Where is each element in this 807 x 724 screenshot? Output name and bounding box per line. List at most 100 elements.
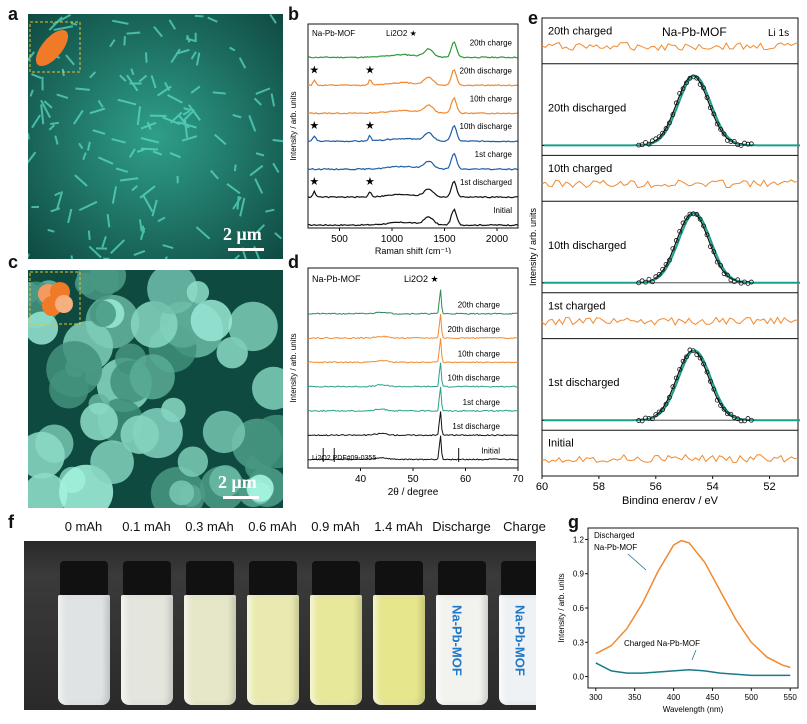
flake-mark — [78, 142, 84, 150]
x-tick-label: 52 — [763, 481, 775, 493]
vial-cap — [437, 561, 486, 595]
xps-data-point — [694, 75, 700, 81]
xps-data-point — [670, 384, 676, 390]
xps-data-point — [667, 257, 672, 263]
sem-texture-a — [28, 14, 283, 259]
flake-mark — [162, 244, 174, 250]
scalebar-label-c: 2 μm — [218, 472, 257, 492]
xps-data-point — [690, 348, 696, 354]
flake-mark — [140, 137, 160, 144]
vial-label: 0.6 mAh — [248, 519, 297, 534]
flake-mark — [139, 185, 156, 199]
xps-data-point — [653, 274, 659, 280]
xps-data-point — [721, 131, 727, 137]
flake-mark — [67, 208, 73, 224]
xrd-series-line — [307, 314, 518, 340]
x-tick-label: 58 — [593, 481, 605, 493]
series-label-discharged: Discharged — [594, 531, 634, 540]
flake-mark — [82, 152, 87, 161]
xps-data-point — [684, 80, 689, 86]
plot-frame — [587, 527, 799, 689]
flake-mark — [111, 186, 118, 204]
flake-mark — [274, 232, 282, 240]
flake-mark — [145, 52, 148, 63]
y-tick-label: 0.9 — [573, 570, 585, 579]
xps-data-point — [742, 418, 747, 424]
flake-mark — [130, 68, 135, 76]
xps-data-point — [653, 136, 659, 142]
flake-mark — [53, 25, 74, 31]
plot-frame — [307, 267, 519, 469]
flake-mark — [138, 219, 143, 232]
flake-mark — [151, 199, 158, 217]
flake-mark — [40, 104, 45, 125]
xrd-series-line — [307, 411, 519, 437]
xps-data-point — [636, 280, 642, 286]
annotation-line — [691, 649, 697, 661]
flake-mark — [109, 39, 116, 48]
xps-row-label: 1st charged — [548, 300, 605, 312]
xps-data-point — [643, 279, 648, 285]
xps-row-label: 20th discharged — [548, 102, 626, 114]
flake-mark — [183, 107, 192, 112]
flake-mark — [50, 207, 61, 213]
plot-frame — [541, 17, 799, 477]
flake-mark — [210, 169, 219, 180]
particle-mark — [28, 311, 59, 345]
particle-mark — [186, 281, 210, 304]
xps-data-point — [643, 415, 648, 421]
xps-data-point — [656, 409, 662, 415]
legend-marker: Li2O2 ★ — [404, 274, 439, 284]
xps-data-point — [707, 105, 713, 111]
flake-mark — [254, 178, 264, 194]
raman-series-line — [307, 152, 518, 171]
flake-mark — [73, 109, 84, 125]
panel-label-c: c — [8, 252, 19, 272]
xps-data-point — [677, 91, 683, 96]
flake-mark — [195, 52, 201, 66]
xps-data-point — [738, 418, 744, 424]
flake-mark — [249, 164, 264, 177]
panel-label-g: g — [568, 512, 579, 532]
flake-mark — [181, 135, 198, 142]
raman-series-label: 1st discharged — [460, 178, 512, 187]
raman-series-line — [307, 41, 518, 59]
flake-mark — [226, 182, 241, 195]
chart-subtitle: Li 1s — [768, 28, 789, 39]
flake-mark — [140, 147, 159, 151]
chart-title: Na-Pb-MOF — [312, 274, 361, 284]
flake-mark — [185, 37, 197, 43]
raman-series-line — [308, 208, 518, 227]
xps-row-label: Initial — [548, 438, 574, 450]
flake-mark — [272, 139, 283, 143]
panel-label-e: e — [528, 8, 539, 28]
flake-mark — [270, 93, 276, 107]
xps-data-point — [660, 267, 666, 272]
x-tick-label: 400 — [667, 693, 681, 702]
flake-mark — [31, 73, 42, 79]
particle-mark — [177, 446, 209, 477]
xps-data-point — [673, 238, 679, 243]
flake-mark — [190, 85, 201, 94]
vial-cap — [122, 561, 171, 595]
flake-mark — [50, 121, 59, 126]
vials-photo: Na-Pb-MOF Na-Pb-MOF — [24, 541, 536, 710]
xps-data-point — [745, 141, 751, 147]
raman-series-line — [307, 69, 518, 87]
vial-cap — [59, 561, 108, 595]
xps-noise-line — [541, 316, 799, 327]
xrd-series-line — [307, 289, 518, 315]
flake-mark — [272, 162, 280, 174]
chart-title: Na-Pb-MOF — [662, 25, 727, 39]
flake-mark — [28, 253, 30, 259]
vial-text: Na-Pb-MOF — [449, 605, 465, 676]
flake-mark — [162, 116, 181, 126]
flake-mark — [117, 98, 137, 106]
particle-mark — [190, 299, 233, 342]
xps-data-point — [670, 112, 676, 117]
uvvis-series-line — [595, 662, 791, 677]
xps-data-point — [711, 111, 717, 117]
flake-mark — [126, 74, 139, 92]
flake-mark — [207, 16, 218, 23]
flake-mark — [98, 156, 114, 165]
